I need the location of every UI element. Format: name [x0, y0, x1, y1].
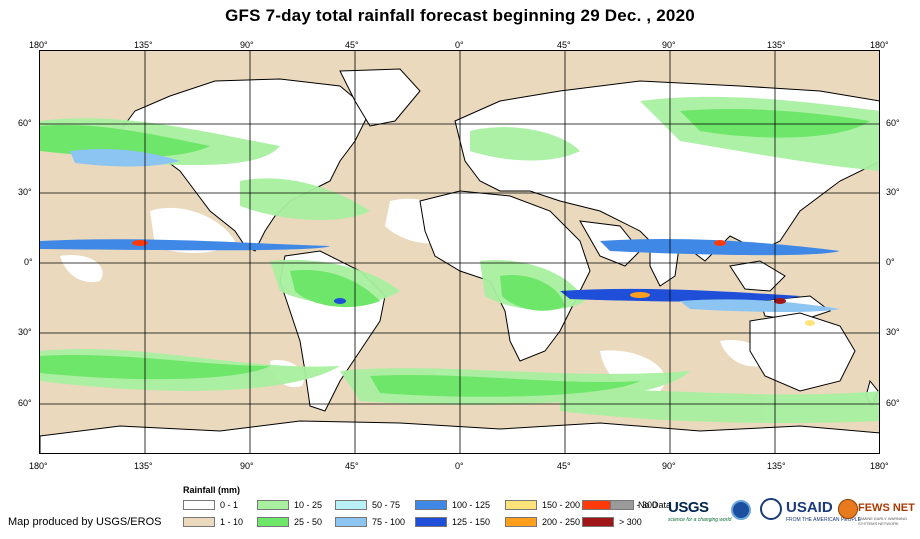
lat-label-right: 30° [886, 327, 900, 337]
lon-label-bottom: 135° [134, 461, 153, 471]
legend-label: 100 - 125 [452, 500, 491, 510]
lat-label-right: 60° [886, 118, 900, 128]
legend-swatch [183, 517, 215, 527]
lon-label-bottom: 180° [870, 461, 889, 471]
lon-label-bottom: 0° [455, 461, 464, 471]
legend-label: 50 - 75 [372, 500, 401, 510]
rain-25-50 [40, 109, 870, 397]
graticule [40, 51, 879, 453]
legend-label: 25 - 50 [294, 517, 323, 527]
legend-label: 200 - 250 [542, 517, 581, 527]
lon-label-top: 135° [767, 40, 786, 50]
lat-label-left: 30° [18, 187, 32, 197]
rain-itcz-band [40, 149, 840, 312]
rain-heavy-spots [132, 240, 815, 326]
legend-label: No Data [638, 500, 672, 510]
map-title: GFS 7-day total rainfall forecast beginn… [225, 6, 695, 25]
lat-label-right: 60° [886, 398, 900, 408]
credit-text: Map produced by USGS/EROS [8, 516, 162, 528]
lat-label-left: 60° [18, 398, 32, 408]
legend-swatch [335, 500, 367, 510]
legend-label: 0 - 1 [220, 500, 239, 510]
legend-swatch [610, 500, 634, 510]
usgs-logo: USGS [668, 499, 709, 516]
lat-label-left: 0° [24, 257, 33, 267]
fews-tagline: FAMINE EARLY WARNING SYSTEMS NETWORK [858, 516, 908, 526]
lon-label-top: 0° [455, 40, 464, 50]
lat-label-left: 30° [18, 327, 32, 337]
lon-label-bottom: 90° [662, 461, 676, 471]
lat-label-right: 30° [886, 187, 900, 197]
legend-swatch [257, 517, 289, 527]
usaid-seal-icon [760, 498, 782, 520]
fews-logo-icon [838, 499, 858, 519]
noaa-logo-icon [731, 500, 751, 520]
lon-label-top: 135° [134, 40, 153, 50]
rainfall-map [39, 50, 880, 454]
usgs-tagline: science for a changing world [668, 517, 732, 523]
legend-swatch [257, 500, 289, 510]
legend-label: 150 - 200 [542, 500, 581, 510]
legend-swatch [505, 500, 537, 510]
legend-swatch [335, 517, 367, 527]
lon-label-top: 180° [870, 40, 889, 50]
lon-label-top: 90° [240, 40, 254, 50]
legend-label: 10 - 25 [294, 500, 323, 510]
legend-label: 75 - 100 [372, 517, 406, 527]
lat-label-left: 60° [18, 118, 32, 128]
legend-label: 250 - 300 [619, 500, 658, 510]
legend-swatch [582, 517, 614, 527]
lat-label-right: 0° [886, 257, 895, 267]
usaid-logo: USAID [786, 499, 833, 516]
legend-swatch [415, 517, 447, 527]
legend-label: 125 - 150 [452, 517, 491, 527]
lon-label-top: 90° [662, 40, 676, 50]
lon-label-bottom: 45° [557, 461, 571, 471]
legend-swatch [183, 500, 215, 510]
lon-label-bottom: 135° [767, 461, 786, 471]
legend-label: 1 - 10 [220, 517, 244, 527]
legend-label: > 300 [619, 517, 642, 527]
lon-label-bottom: 90° [240, 461, 254, 471]
usaid-tagline: FROM THE AMERICAN PEOPLE [786, 517, 861, 523]
lon-label-top: 180° [29, 40, 48, 50]
lon-label-bottom: 180° [29, 461, 48, 471]
legend-swatch [505, 517, 537, 527]
lon-label-bottom: 45° [345, 461, 359, 471]
rainfall-map-graphic [40, 51, 879, 453]
lon-label-top: 45° [557, 40, 571, 50]
fews-logo: FEWS NET [858, 502, 915, 514]
legend-title: Rainfall (mm) [183, 485, 241, 495]
legend-swatch [415, 500, 447, 510]
lon-label-top: 45° [345, 40, 359, 50]
